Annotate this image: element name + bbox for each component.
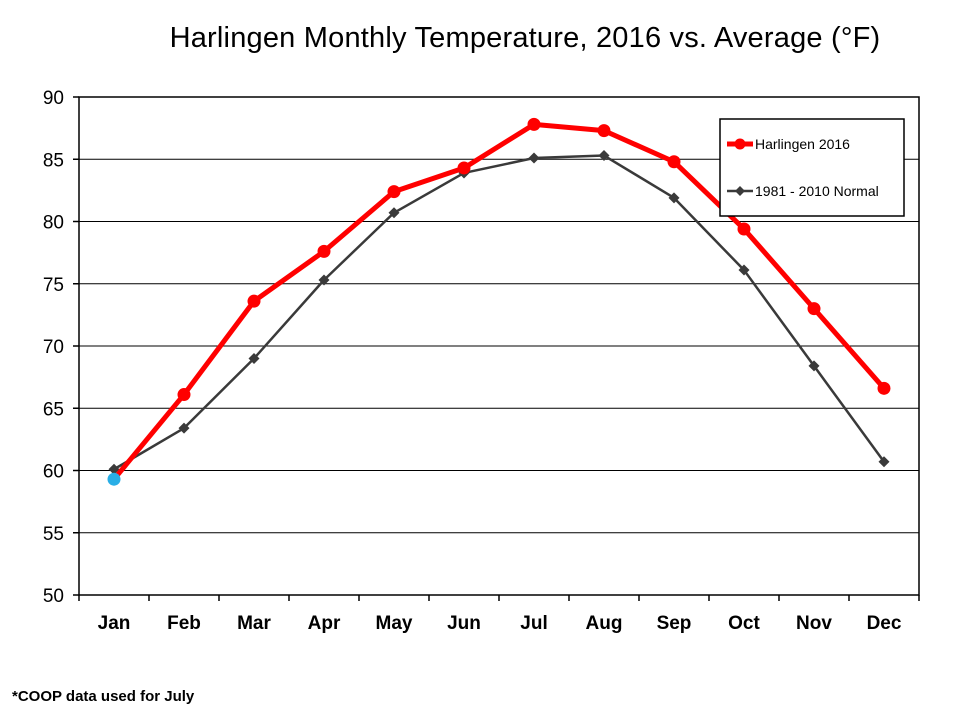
y-tick-label: 55 [43,524,64,545]
data-point-harlingen-2016-aug [597,124,611,138]
y-tick-label: 65 [43,399,64,420]
series-normal [108,150,890,475]
chart-title: Harlingen Monthly Temperature, 2016 vs. … [169,22,881,54]
data-point-normal-dec [878,456,890,468]
x-tick-label-dec: Dec [867,613,902,634]
y-tick-label: 70 [43,337,64,358]
y-tick-label: 80 [43,213,64,234]
legend-marker-harlingen-2016 [734,138,746,150]
series-line-harlingen-2016 [111,121,887,482]
data-point-normal-may [388,207,400,219]
data-point-harlingen-2016-apr [317,244,331,258]
series-line-normal [112,154,886,471]
x-tick-label-mar: Mar [237,613,271,634]
x-tick-label-jan: Jan [98,613,131,634]
data-point-harlingen-2016-dec [877,381,891,395]
legend-box [719,118,905,217]
data-point-normal-nov [808,360,820,372]
data-point-harlingen-2016-sep [667,155,681,169]
data-point-harlingen-2016-oct [737,222,751,236]
x-tick-label-may: May [376,613,413,634]
legend: Harlingen 2016 1981 - 2010 Normal [719,118,905,217]
data-point-normal-sep [668,192,680,204]
x-tick-label-oct: Oct [728,613,760,634]
legend-label-harlingen-2016: Harlingen 2016 [755,136,850,152]
data-point-normal-jul [528,152,540,164]
y-tick-label: 90 [43,88,64,109]
x-tick-label-jun: Jun [447,613,481,634]
y-tick-label: 85 [43,150,64,171]
data-point-normal-apr [318,274,330,286]
x-tick-label-jul: Jul [520,613,547,634]
x-tick-label-apr: Apr [308,613,341,634]
data-point-normal-oct [738,264,750,276]
footnote: *COOP data used for July [12,688,195,705]
y-tick-label: 75 [43,275,64,296]
x-tick-label-aug: Aug [586,613,623,634]
data-point-normal-mar [248,352,260,364]
data-point-harlingen-2016-mar [247,294,261,308]
series-layer [107,117,891,486]
data-point-harlingen-2016-nov [807,302,821,316]
data-point-harlingen-2016-feb [177,388,191,402]
data-point-harlingen-2016-jun [457,161,471,175]
y-tick-label: 60 [43,462,64,483]
data-point-normal-aug [598,150,610,162]
x-tick-label-nov: Nov [796,613,832,634]
legend-label-normal: 1981 - 2010 Normal [755,183,879,199]
x-tick-label-sep: Sep [657,613,692,634]
data-point-harlingen-2016-may [387,185,401,199]
x-tick-label-feb: Feb [167,613,201,634]
y-tick-label: 50 [43,586,64,607]
data-point-harlingen-2016-jul [527,117,541,131]
data-point-harlingen-2016-jan [107,472,121,486]
legend-marker-normal [735,186,745,196]
series-harlingen-2016 [107,117,891,486]
axes: 50 55 60 65 70 75 80 85 90 Jan Feb Mar Apr May Jun Jul A… [43,88,920,634]
data-point-normal-feb [178,422,190,434]
